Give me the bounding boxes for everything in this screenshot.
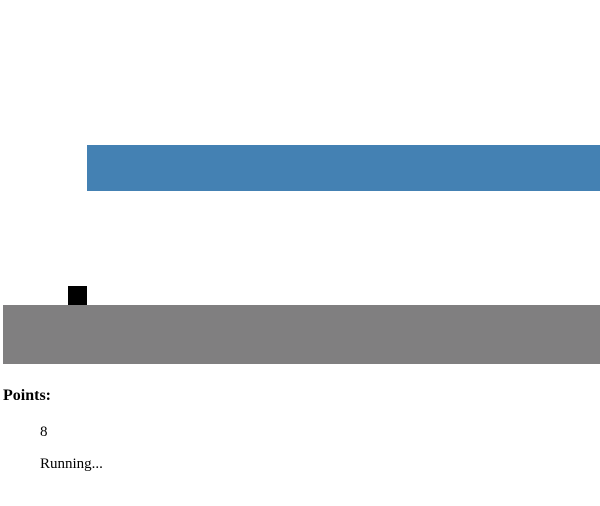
- player-square: [68, 286, 87, 305]
- ground-platform: [3, 305, 600, 364]
- points-value: 8: [40, 424, 48, 440]
- status-text: Running...: [40, 456, 103, 472]
- game-area: [3, 145, 600, 364]
- obstacle-bar: [87, 145, 600, 191]
- score-panel: Points: 8 Running...: [3, 385, 593, 472]
- points-label: Points:: [3, 387, 51, 404]
